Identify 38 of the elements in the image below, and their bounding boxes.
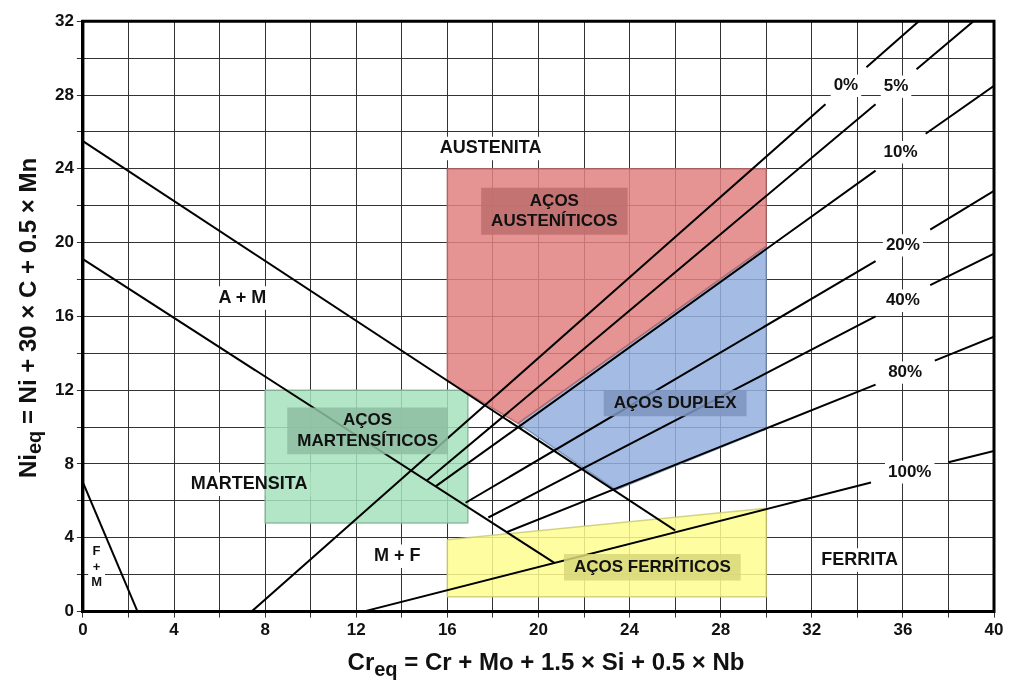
series-label: 20% [885,235,920,255]
annotation: MARTENSITA [190,473,308,494]
series-label: 10% [883,141,918,161]
y-tick-label: 16 [54,306,74,326]
y-tick-label: 20 [54,232,74,252]
x-tick-label: 12 [346,620,366,640]
series-label: 0% [833,75,859,95]
annotation: A + M [218,286,267,307]
x-tick-label: 0 [78,620,88,640]
y-tick-label: 12 [54,379,74,399]
x-tick-label: 28 [711,620,731,640]
x-tick-label: 40 [984,620,1004,640]
x-tick-label: 36 [893,620,913,640]
x-tick-label: 20 [528,620,548,640]
series-label: 80% [888,362,923,382]
series-label: 40% [885,290,920,310]
series-label: AÇOS DUPLEX [613,392,738,412]
y-tick-label: 4 [64,527,75,547]
x-tick-label: 32 [802,620,822,640]
series-label: 100% [887,461,932,481]
x-axis-title: Cr$_{eq}$ = Cr + Mo + 1.5 × Si + 0.5 × Nb [346,648,746,681]
annotation: FERRITA [821,548,898,569]
x-tick-label: 4 [169,620,180,640]
y-tick-label: 0 [64,601,74,621]
x-tick-label: 16 [437,620,457,640]
y-tick-label: 8 [64,453,74,473]
y-tick-label: 28 [54,84,74,104]
y-tick-label: 24 [54,158,75,178]
series-label: 5% [883,76,909,96]
y-tick-label: 32 [54,10,74,30]
annotation: F + M [91,543,102,590]
series-label: AÇOS MARTENSÍTICOS [297,410,438,450]
x-tick-label: 8 [260,620,270,640]
annotation: M + F [373,545,421,566]
series-label: AÇOS FERRÍTICOS [573,557,731,577]
annotation: AUSTENITA [439,137,542,158]
x-tick-label: 24 [620,620,640,640]
series-label: AÇOS AUSTENÍTICOS [491,190,618,231]
